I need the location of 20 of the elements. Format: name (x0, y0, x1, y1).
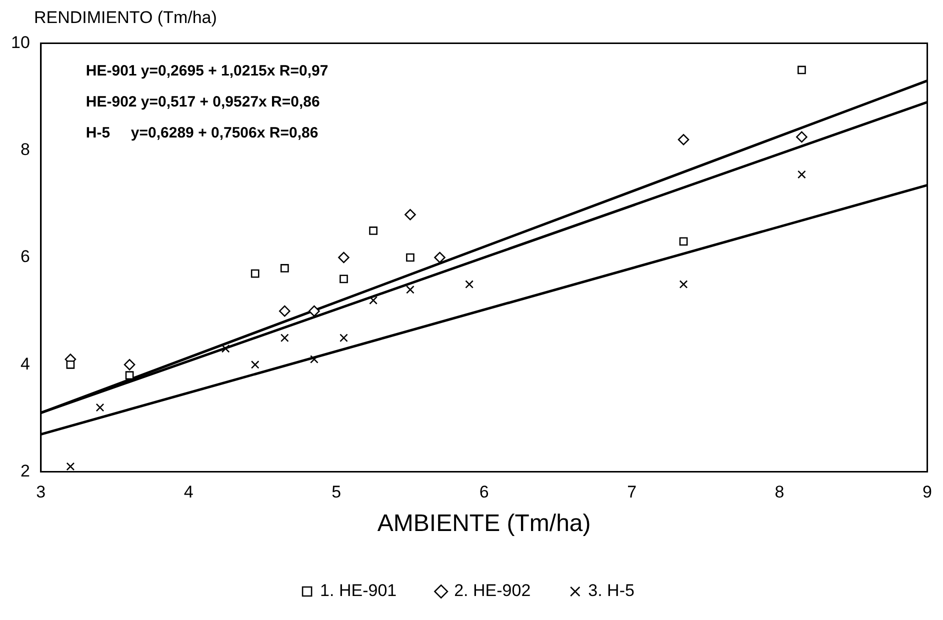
x-tick-label: 8 (774, 482, 784, 502)
y-axis-title: RENDIMIENTO (Tm/ha) (33, 8, 218, 29)
y-tick-label: 8 (20, 140, 30, 160)
legend-label: 2. HE-902 (454, 581, 531, 600)
legend-label: 3. H-5 (588, 581, 634, 600)
x-axis-title: AMBIENTE (Tm/ha) (377, 510, 591, 538)
y-tick-label: 2 (20, 461, 30, 480)
y-tick-label: 6 (20, 247, 30, 266)
annotation: H-5 y=0,6289 + 0,7506x R=0,86 (86, 124, 318, 142)
legend-label: 1. HE-901 (320, 581, 397, 600)
x-tick-label: 5 (332, 482, 342, 502)
x-tick-label: 4 (184, 482, 194, 502)
x-tick-label: 3 (36, 482, 46, 502)
x-tick-label: 7 (627, 482, 637, 502)
annotation: HE-902 y=0,517 + 0,9527x R=0,86 (86, 93, 320, 110)
x-tick-label: 6 (479, 482, 489, 502)
y-tick-label: 4 (20, 354, 30, 374)
y-tick-label: 10 (10, 32, 30, 52)
x-tick-label: 9 (922, 482, 932, 502)
annotation: HE-901 y=0,2695 + 1,0215x R=0,97 (86, 62, 328, 80)
